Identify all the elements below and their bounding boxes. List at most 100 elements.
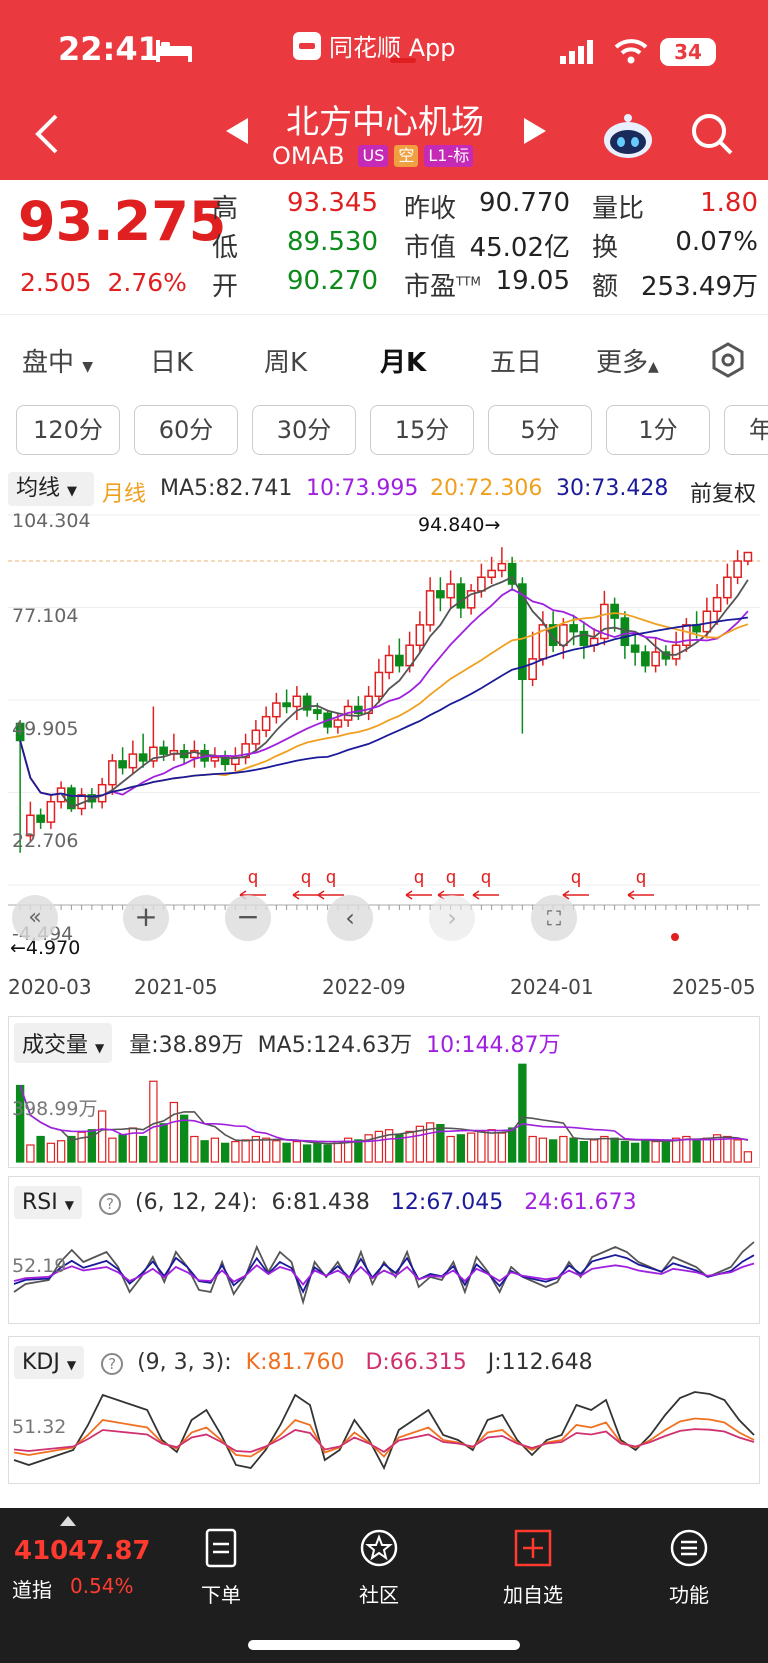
volume-bar	[333, 1140, 343, 1163]
next-button[interactable]: ›	[429, 895, 475, 941]
rsi12-line	[13, 1254, 755, 1294]
search-icon[interactable]	[690, 112, 734, 156]
volume-bar	[702, 1137, 712, 1163]
rsi-selector[interactable]: RSI ▼	[14, 1186, 82, 1219]
add-watchlist-icon	[514, 1529, 552, 1567]
candle	[425, 590, 435, 626]
volume-header: 成交量 ▼ 量:38.89万 MA5:124.63万 10:144.87万	[14, 1023, 560, 1063]
candle	[282, 702, 291, 708]
ma30-line	[19, 616, 749, 798]
volume-bar	[149, 1080, 158, 1163]
low-marker: ←4.970	[10, 937, 81, 959]
prev-button[interactable]: ‹	[327, 895, 373, 941]
signal-arrow	[405, 890, 432, 900]
adjust-mode[interactable]: 前复权	[690, 482, 757, 507]
x-label-1: 2020-03	[8, 975, 92, 999]
volume-bar	[641, 1139, 650, 1163]
volume-axis-label: 398.99万	[12, 1098, 98, 1120]
ma10-line	[19, 588, 749, 798]
volume-bar	[733, 1139, 742, 1163]
function-button[interactable]: 功能	[644, 1528, 734, 1608]
volume-bar	[477, 1130, 486, 1163]
tab-five-day[interactable]: 五日	[490, 348, 543, 378]
community-button[interactable]: 社区	[334, 1528, 424, 1608]
period-60min[interactable]: 60分	[134, 405, 238, 455]
ma-selector[interactable]: 均线 ▼	[8, 472, 94, 506]
volume-bar	[251, 1135, 261, 1163]
prev-stock-icon[interactable]	[226, 118, 248, 144]
x-label-5: 2025-05	[672, 975, 756, 999]
volume-bar	[323, 1144, 332, 1163]
label-volume-ratio: 量比	[592, 194, 645, 224]
tab-intraday[interactable]: 盘中 ▼	[22, 342, 93, 379]
candle	[579, 630, 589, 647]
volume-bar	[548, 1139, 558, 1163]
tab-more[interactable]: 更多▲	[596, 342, 659, 379]
ai-assistant-icon[interactable]	[600, 112, 656, 160]
tab-monthly[interactable]: 月K	[380, 348, 427, 378]
help-icon[interactable]: ?	[101, 1353, 124, 1375]
ma20-line	[19, 612, 749, 798]
candle	[610, 603, 619, 619]
period-120min[interactable]: 120分	[16, 405, 120, 455]
change-value: 2.505	[20, 268, 92, 297]
signal-mark: q	[326, 867, 336, 887]
volume-bar	[692, 1139, 701, 1163]
add-watchlist-button[interactable]: 加自选	[488, 1528, 578, 1608]
kdj-selector[interactable]: KDJ ▼	[14, 1346, 85, 1379]
zoom-out-button[interactable]: −	[225, 895, 271, 941]
candle	[723, 576, 732, 599]
period-year[interactable]: 年	[724, 405, 768, 455]
y-label-3: 49.905	[12, 718, 79, 740]
volume-bar	[343, 1137, 353, 1163]
volume-bar	[712, 1134, 722, 1163]
tab-weekly[interactable]: 周K	[264, 348, 308, 378]
settings-icon[interactable]	[710, 342, 746, 378]
period-1min[interactable]: 1分	[606, 405, 710, 455]
help-icon[interactable]: ?	[98, 1193, 121, 1215]
index-percent: 0.54%	[70, 1574, 134, 1598]
volume-bar	[77, 1131, 86, 1163]
signal-arrow	[472, 890, 499, 900]
x-label-3: 2022-09	[322, 975, 406, 999]
candle	[149, 746, 158, 762]
signal-mark: q	[414, 867, 424, 887]
candle	[26, 814, 35, 837]
candle	[641, 651, 650, 667]
index-value[interactable]: 41047.87	[14, 1536, 151, 1566]
scroll-left-button[interactable]: «	[12, 895, 58, 941]
volume-bar	[210, 1137, 220, 1163]
volume-bar	[261, 1137, 271, 1163]
volume-bar	[313, 1142, 322, 1163]
candle	[507, 562, 517, 585]
candle	[466, 590, 476, 609]
add-watchlist-label: 加自选	[503, 1583, 563, 1607]
period-30min[interactable]: 30分	[252, 405, 356, 455]
current-period-dot	[671, 933, 679, 941]
signal-mark: q	[248, 867, 258, 887]
tab-daily[interactable]: 日K	[150, 348, 194, 378]
value-high: 93.345	[287, 188, 378, 218]
label-high: 高	[212, 194, 239, 224]
period-5min[interactable]: 5分	[488, 405, 592, 455]
zoom-in-button[interactable]: +	[123, 895, 169, 941]
quote-panel: 93.275 2.505 2.76% 高 93.345 低 89.530 开 9…	[0, 180, 768, 315]
stock-code: OMAB	[272, 142, 345, 170]
kdj-header: KDJ ▼ ? (9, 3, 3): K:81.760 D:66.315 J:1…	[14, 1346, 593, 1379]
period-15min[interactable]: 15分	[370, 405, 474, 455]
rsi-axis-label: 52.19	[12, 1255, 67, 1277]
high-marker: 94.840→	[418, 514, 501, 536]
sleep-icon	[156, 40, 192, 62]
fullscreen-icon[interactable]: ⛶	[531, 895, 577, 941]
next-stock-icon[interactable]	[524, 118, 546, 144]
expand-up-icon[interactable]	[60, 1516, 76, 1526]
back-icon[interactable]	[30, 112, 64, 156]
home-indicator[interactable]	[248, 1640, 520, 1650]
candle	[600, 603, 609, 640]
volume-selector[interactable]: 成交量 ▼	[14, 1023, 113, 1063]
kdj-d: D:66.315	[365, 1350, 467, 1375]
candle	[671, 644, 681, 660]
signal-mark: q	[446, 867, 456, 887]
order-button[interactable]: 下单	[176, 1528, 266, 1608]
